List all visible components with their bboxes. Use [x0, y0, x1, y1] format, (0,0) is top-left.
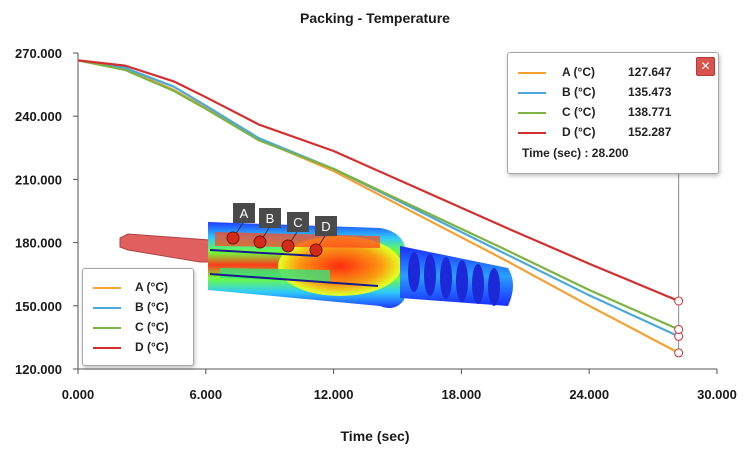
- series-lines: [77, 59, 680, 354]
- readout-value-d: 152.287: [628, 125, 672, 139]
- legend-label-a: A (°C): [135, 280, 169, 294]
- x-tick-label: 24.000: [569, 387, 609, 402]
- probe-tag-d: [315, 216, 337, 236]
- probe-point-c: [281, 239, 295, 253]
- chart-legend: A (°C) B (°C) C (°C) D (°C): [82, 268, 194, 366]
- chart-title: Packing - Temperature: [300, 10, 450, 26]
- y-tick-label: 210.000: [15, 172, 62, 187]
- part-temperature-image: A B C D: [119, 203, 513, 308]
- legend-label-b: B (°C): [135, 300, 169, 314]
- x-tick-label: 30.000: [697, 387, 737, 402]
- y-tick-label: 180.000: [15, 236, 62, 251]
- x-tick-label: 0.000: [62, 387, 95, 402]
- probe-point-b: [253, 235, 267, 249]
- series-b-swatch: [518, 92, 546, 94]
- legend-swatch-c: [93, 327, 121, 329]
- readout-name-b: B (°C): [562, 85, 596, 99]
- probe-tag-c: [287, 212, 309, 232]
- legend-label-d: D (°C): [135, 340, 169, 354]
- cursor-readout-panel: ✕ A (°C) 127.647 B (°C) 135.473 C (°C) 1…: [507, 52, 719, 174]
- readout-value-c: 138.771: [628, 105, 672, 119]
- probe-label-b: B: [266, 211, 275, 226]
- readout-name-d: D (°C): [562, 125, 596, 139]
- x-tick-label: 18.000: [442, 387, 482, 402]
- cursor-marker-a[interactable]: [674, 348, 684, 358]
- probe-label-c: C: [293, 215, 302, 230]
- series-a-swatch: [518, 72, 546, 74]
- readout-value-a: 127.647: [628, 65, 672, 79]
- y-tick-label: 120.000: [15, 362, 62, 377]
- legend-swatch-b: [93, 307, 121, 309]
- y-tick-label: 270.000: [15, 46, 62, 61]
- probe-point-d: [309, 243, 323, 257]
- readout-name-c: C (°C): [562, 105, 596, 119]
- cursor-marker-c[interactable]: [674, 324, 684, 334]
- readout-time: Time (sec) : 28.200: [522, 146, 629, 160]
- series-c-swatch: [518, 112, 546, 114]
- x-axis-label: Time (sec): [340, 428, 410, 444]
- probe-label-d: D: [321, 219, 330, 234]
- probe-tag-b: [259, 208, 281, 228]
- series-d-swatch: [518, 132, 546, 134]
- readout-value-b: 135.473: [628, 85, 672, 99]
- legend-swatch-a: [93, 287, 121, 289]
- probe-tag-a: [233, 203, 255, 223]
- axes: 0.000 6.000 12.000 18.000 24.000 30.000 120.00…: [15, 46, 737, 402]
- x-tick-label: 12.000: [314, 387, 354, 402]
- legend-label-c: C (°C): [135, 320, 169, 334]
- series-line-d: [77, 59, 680, 303]
- series-line-c: [77, 59, 680, 331]
- y-tick-label: 240.000: [15, 109, 62, 124]
- readout-name-a: A (°C): [562, 65, 596, 79]
- y-tick-label: 150.000: [15, 299, 62, 314]
- close-icon[interactable]: ✕: [696, 57, 715, 76]
- probe-label-a: A: [240, 206, 249, 221]
- probe-point-a: [226, 231, 240, 245]
- x-tick-label: 6.000: [190, 387, 223, 402]
- legend-swatch-d: [93, 347, 121, 349]
- cursor-marker-d[interactable]: [674, 296, 684, 306]
- cursor-layer[interactable]: [674, 172, 684, 358]
- probe-markers: A B C D: [226, 203, 337, 257]
